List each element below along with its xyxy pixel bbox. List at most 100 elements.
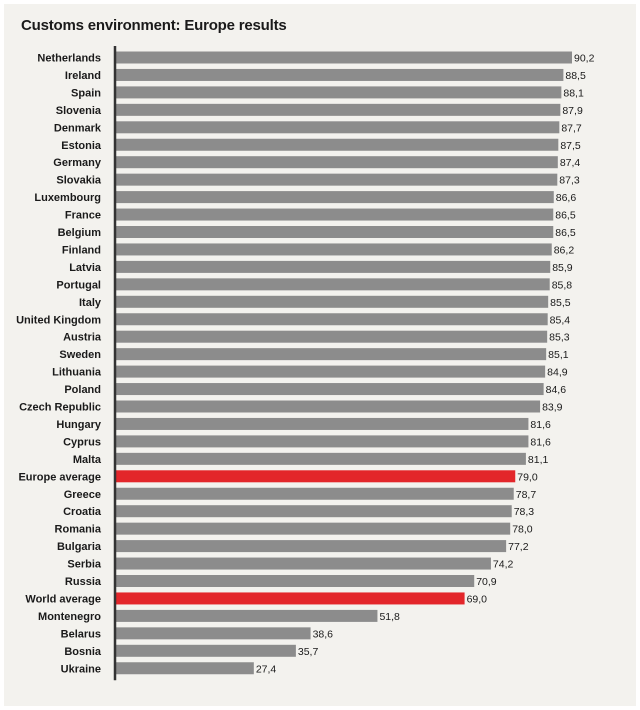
category-label: Slovakia — [56, 175, 102, 187]
bar — [115, 51, 572, 64]
category-label: Croatia — [63, 506, 102, 518]
bar — [115, 191, 554, 204]
bar — [115, 121, 560, 134]
value-label: 27,4 — [256, 663, 277, 675]
value-label: 86,2 — [554, 244, 575, 256]
bar — [115, 260, 551, 273]
category-label: Italy — [79, 297, 102, 309]
value-label: 85,4 — [550, 314, 571, 326]
value-label: 86,5 — [555, 227, 576, 239]
bar — [115, 226, 554, 238]
value-label: 85,9 — [552, 262, 573, 274]
bar — [115, 365, 546, 378]
value-label: 84,6 — [546, 384, 567, 396]
value-label: 77,2 — [508, 541, 529, 553]
value-label: 81,6 — [530, 419, 551, 431]
bar — [115, 156, 558, 169]
value-label: 81,1 — [528, 454, 549, 466]
value-label: 38,6 — [313, 628, 334, 640]
bar — [115, 348, 547, 361]
bar — [115, 208, 554, 221]
value-label: 86,5 — [555, 210, 576, 222]
value-label: 87,4 — [560, 157, 581, 169]
value-label: 85,8 — [552, 279, 573, 291]
value-label: 87,3 — [559, 175, 580, 187]
bar — [115, 627, 311, 640]
value-label: 84,9 — [547, 367, 568, 379]
value-label: 78,0 — [512, 524, 533, 536]
bar — [115, 400, 541, 413]
value-label: 85,3 — [549, 332, 570, 344]
category-label: Latvia — [69, 262, 102, 274]
category-label: Bosnia — [64, 646, 102, 658]
category-label: Lithuania — [52, 367, 102, 379]
category-label: Netherlands — [37, 53, 101, 65]
category-label: Denmark — [54, 122, 102, 134]
category-label: Cyprus — [63, 436, 101, 448]
value-label: 87,5 — [560, 140, 581, 152]
category-label: Belgium — [58, 227, 102, 239]
bar — [115, 417, 529, 430]
category-label: Romania — [55, 524, 102, 536]
value-label: 83,9 — [542, 402, 563, 414]
value-label: 51,8 — [379, 611, 400, 623]
category-label: Hungary — [56, 419, 102, 431]
category-label: Europe average — [18, 471, 101, 483]
value-label: 85,5 — [550, 297, 571, 309]
category-label: Spain — [71, 87, 101, 99]
bar — [115, 575, 475, 587]
bar — [115, 540, 507, 553]
category-label: France — [65, 210, 101, 222]
bar — [115, 505, 512, 518]
bar — [115, 173, 558, 186]
value-label: 87,9 — [562, 105, 583, 117]
category-label: Germany — [53, 157, 102, 169]
bar — [115, 330, 548, 343]
bar — [115, 383, 544, 396]
bar — [115, 313, 548, 326]
category-label: Serbia — [67, 559, 102, 571]
category-label: Estonia — [61, 140, 102, 152]
bar — [115, 557, 491, 570]
category-label: Belarus — [61, 628, 101, 640]
bar — [115, 592, 465, 605]
category-label: Greece — [64, 489, 101, 501]
category-label: United Kingdom — [16, 314, 101, 326]
value-label: 87,7 — [561, 122, 582, 134]
value-label: 86,6 — [556, 192, 577, 204]
category-label: Poland — [64, 384, 101, 396]
bar — [115, 609, 378, 622]
category-label: Russia — [65, 576, 102, 588]
bar — [115, 138, 559, 151]
chart-title: Customs environment: Europe results — [21, 17, 287, 34]
category-label: Slovenia — [56, 105, 102, 117]
value-label: 79,0 — [517, 471, 538, 483]
category-label: Czech Republic — [19, 402, 101, 414]
category-label: Ireland — [65, 70, 101, 82]
value-label: 78,7 — [516, 489, 537, 501]
bar — [115, 662, 254, 675]
category-label: Portugal — [56, 279, 101, 291]
value-label: 85,1 — [548, 349, 569, 361]
value-label: 88,1 — [563, 87, 584, 99]
value-label: 70,9 — [476, 576, 497, 588]
category-label: Finland — [62, 244, 101, 256]
bar — [115, 86, 562, 99]
category-label: Malta — [73, 454, 102, 466]
value-label: 69,0 — [467, 593, 488, 605]
category-label: Ukraine — [61, 663, 101, 675]
bar — [115, 295, 549, 308]
category-label: Luxembourg — [34, 192, 101, 204]
value-label: 81,6 — [530, 436, 551, 448]
value-label: 74,2 — [493, 559, 514, 571]
value-label: 90,2 — [574, 53, 595, 65]
value-label: 88,5 — [565, 70, 586, 82]
bar — [115, 435, 529, 448]
bar — [115, 278, 550, 291]
bar — [115, 487, 514, 500]
bar — [115, 644, 296, 657]
category-label: Sweden — [59, 349, 101, 361]
bar — [115, 68, 564, 81]
bar — [115, 103, 561, 116]
